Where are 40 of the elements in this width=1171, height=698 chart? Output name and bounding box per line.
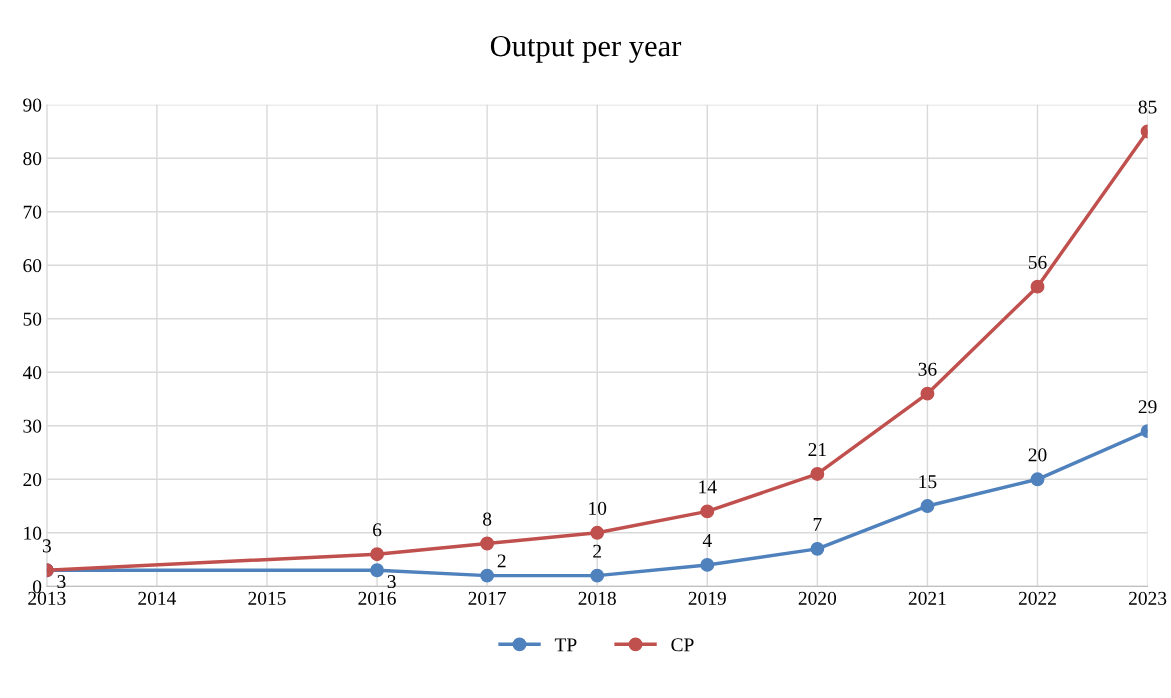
x-tick-label: 2017 — [468, 591, 507, 605]
data-label: 14 — [699, 480, 717, 494]
data-label: 20 — [1028, 448, 1047, 462]
data-label: 15 — [919, 475, 937, 489]
y-tick-label: 60 — [23, 259, 42, 273]
data-label: 10 — [589, 501, 607, 515]
data-label: 3 — [387, 575, 396, 589]
data-label: 36 — [918, 362, 937, 376]
y-tick-label: 30 — [23, 419, 42, 433]
data-label: 3 — [57, 575, 66, 589]
y-tick-label: 80 — [23, 152, 42, 166]
chart-title: Output per year — [490, 35, 682, 63]
x-tick-label: 2023 — [1128, 591, 1167, 605]
y-tick-label: 90 — [23, 98, 42, 112]
x-tick-label: 2019 — [688, 591, 726, 605]
y-tick-label: 10 — [24, 526, 42, 540]
y-tick-label: 20 — [23, 473, 42, 487]
legend-label: TP — [554, 638, 577, 652]
data-label: 85 — [1138, 100, 1157, 114]
data-label: 8 — [483, 512, 492, 526]
x-tick-label: 2021 — [908, 591, 946, 605]
y-tick-label: 50 — [23, 312, 42, 326]
data-label: 56 — [1028, 255, 1047, 269]
legend-label: CP — [671, 638, 694, 652]
data-label: 29 — [1138, 400, 1157, 414]
y-tick-label: 70 — [23, 205, 42, 219]
y-tick-label: 40 — [22, 366, 42, 380]
data-label: 6 — [373, 523, 382, 537]
data-label: 2 — [593, 544, 601, 558]
x-tick-label: 2015 — [248, 591, 286, 605]
data-label: 3 — [42, 539, 51, 553]
x-tick-label: 2014 — [138, 591, 177, 605]
x-tick-label: 2020 — [798, 591, 837, 605]
data-label: 2 — [497, 554, 506, 568]
data-label: 21 — [808, 443, 826, 456]
x-tick-label: 2018 — [578, 591, 616, 605]
data-label: 4 — [702, 534, 712, 547]
data-label: 7 — [813, 518, 822, 531]
x-tick-label: 2022 — [1018, 591, 1056, 605]
x-tick-label: 2016 — [358, 591, 396, 605]
